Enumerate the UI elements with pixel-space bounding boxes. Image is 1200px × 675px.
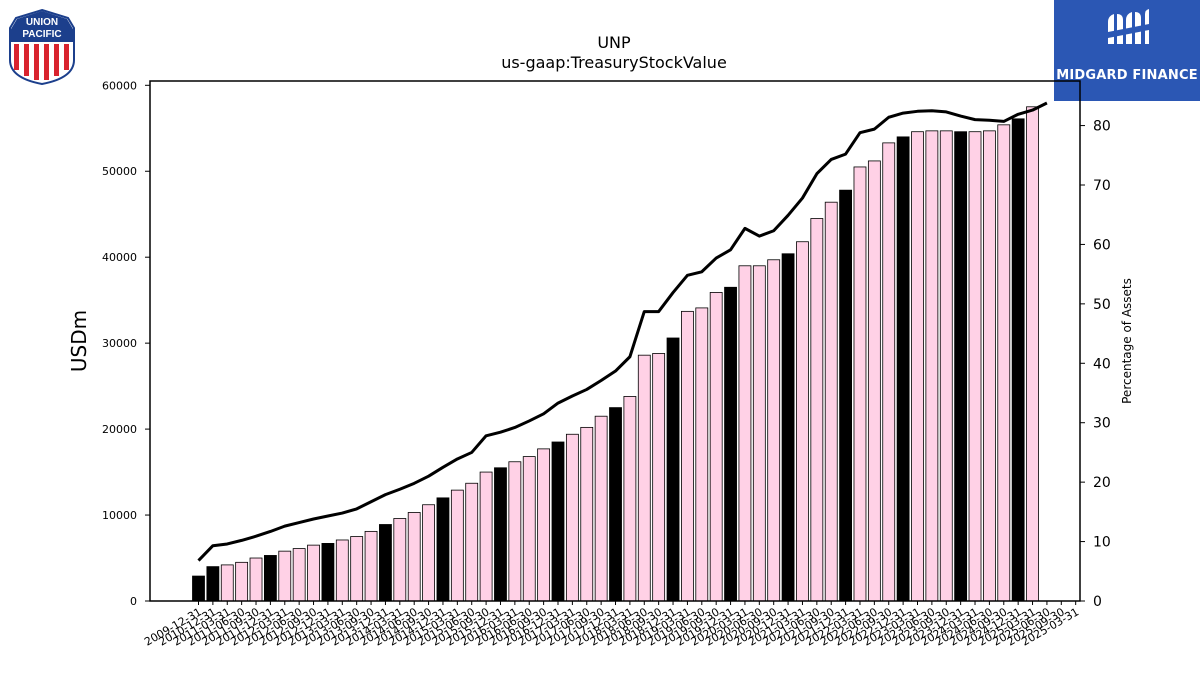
bar xyxy=(939,130,953,602)
bar xyxy=(522,456,536,602)
bar xyxy=(422,504,435,602)
y-tick-label: 10000 xyxy=(102,509,137,522)
bar xyxy=(508,461,522,602)
bar xyxy=(681,310,694,602)
bar xyxy=(235,561,249,602)
bar xyxy=(954,131,968,602)
bar xyxy=(724,286,737,602)
bar xyxy=(364,530,378,602)
bar xyxy=(292,548,306,602)
bar xyxy=(882,142,896,602)
y-tick-label: 60000 xyxy=(102,79,137,92)
y-tick-label: 0 xyxy=(130,595,137,608)
midgard-finance-text: MIDGARD FINANCE xyxy=(1056,68,1198,83)
bar xyxy=(307,544,320,602)
bar xyxy=(551,441,565,602)
union-pacific-logo-text-1: UNION xyxy=(26,17,58,28)
bar xyxy=(537,448,551,602)
bar xyxy=(810,218,824,602)
bar xyxy=(407,512,421,602)
bar xyxy=(968,131,982,602)
y2-tick-label: 80 xyxy=(1093,119,1111,135)
y-axis-label: USDm xyxy=(67,310,91,372)
chart-title: UNP xyxy=(597,33,631,52)
union-pacific-logo-text-2: PACIFIC xyxy=(22,29,61,40)
bar xyxy=(738,265,752,602)
bar xyxy=(709,292,723,602)
bar xyxy=(623,396,637,602)
bar xyxy=(393,518,407,602)
bar xyxy=(450,489,464,602)
bar xyxy=(206,566,220,602)
bar xyxy=(263,555,277,602)
bar xyxy=(335,539,349,602)
bar xyxy=(752,265,766,602)
bar xyxy=(853,166,867,602)
bar xyxy=(494,467,507,602)
bar xyxy=(1011,118,1025,602)
bar xyxy=(609,407,622,602)
bar xyxy=(1026,106,1039,602)
bar xyxy=(249,557,263,602)
y2-tick-label: 60 xyxy=(1093,237,1111,253)
bar xyxy=(911,131,924,602)
midgard-finance-logo: MIDGARD FINANCE xyxy=(1054,0,1200,101)
plot-frame xyxy=(149,80,1081,602)
bar xyxy=(220,564,234,602)
bar xyxy=(580,426,594,602)
bar xyxy=(781,253,795,602)
bar xyxy=(436,497,450,602)
y-tick-label: 20000 xyxy=(102,423,137,436)
x-axis: 2009-12-312010-12-312011-03-312011-06-30… xyxy=(142,601,1081,649)
bar xyxy=(278,550,292,602)
line-series xyxy=(197,101,1048,562)
y-axis-right: 0 10 20 30 40 50 60 70 80 xyxy=(1080,119,1111,610)
bar xyxy=(666,337,680,602)
bar xyxy=(997,124,1011,602)
chart-subtitle: us-gaap:TreasuryStockValue xyxy=(501,53,727,72)
bar xyxy=(479,471,493,602)
bar xyxy=(637,354,651,602)
bar xyxy=(896,136,910,602)
series-line xyxy=(197,101,1048,562)
y2-tick-label: 50 xyxy=(1093,297,1111,313)
bar xyxy=(925,130,939,602)
bar xyxy=(824,201,838,602)
y2-tick-label: 40 xyxy=(1093,356,1111,372)
y2-tick-label: 10 xyxy=(1093,535,1111,551)
y-axis-left: 0 10000 20000 30000 40000 50000 60000 xyxy=(102,79,150,608)
bar xyxy=(983,130,996,602)
bar xyxy=(652,353,666,602)
bar-series xyxy=(192,106,1039,602)
bar xyxy=(695,307,709,602)
y-tick-label: 50000 xyxy=(102,165,137,178)
bar xyxy=(565,433,579,602)
union-pacific-logo: UNION PACIFIC xyxy=(6,8,78,86)
bar xyxy=(379,524,392,602)
bar xyxy=(594,415,608,602)
y-tick-label: 40000 xyxy=(102,251,137,264)
y2-axis-label: Percentage of Assets xyxy=(1120,278,1134,404)
bar xyxy=(321,543,335,602)
bar xyxy=(867,160,881,602)
y-tick-label: 30000 xyxy=(102,337,137,350)
bar xyxy=(796,241,809,602)
y2-tick-label: 20 xyxy=(1093,475,1111,491)
y2-tick-label: 70 xyxy=(1093,178,1111,194)
bar xyxy=(839,189,852,602)
y2-tick-label: 30 xyxy=(1093,416,1111,432)
bar xyxy=(767,259,781,602)
bar xyxy=(350,536,364,602)
bar xyxy=(192,575,205,602)
midgard-finance-mark-icon xyxy=(1108,9,1149,44)
bar xyxy=(465,482,479,602)
y2-tick-label: 0 xyxy=(1093,594,1102,610)
